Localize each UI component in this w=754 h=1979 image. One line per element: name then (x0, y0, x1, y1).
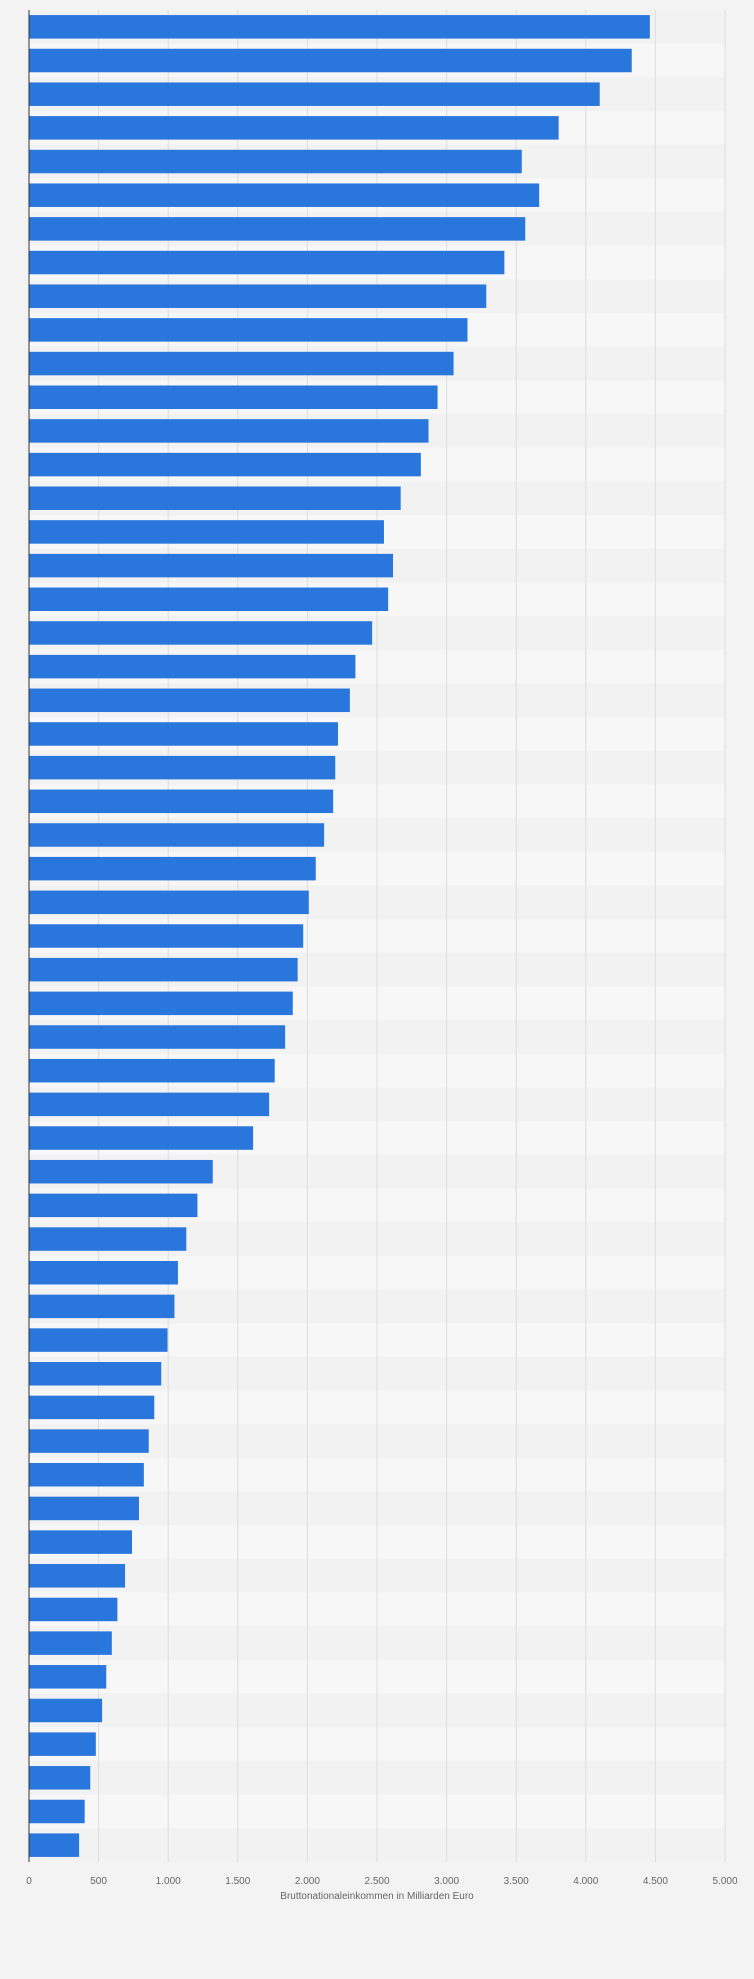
bar-46[interactable] (29, 1530, 133, 1554)
x-tick-label: 5.000 (712, 1876, 737, 1887)
bar-9[interactable] (29, 284, 487, 308)
bar-34[interactable] (29, 1126, 254, 1150)
bar-17[interactable] (29, 553, 394, 578)
bar-21[interactable] (29, 688, 350, 713)
bar-4[interactable] (29, 116, 559, 140)
x-tick-label: 1.500 (225, 1876, 250, 1887)
x-axis-title: Bruttonationaleinkommen in Milliarden Eu… (280, 1891, 474, 1902)
bar-15[interactable] (29, 486, 401, 511)
bar-54[interactable] (29, 1799, 85, 1824)
bar-12[interactable] (29, 385, 438, 409)
bar-30[interactable] (29, 991, 293, 1016)
x-tick-label: 3.000 (434, 1876, 459, 1887)
bar-51[interactable] (29, 1698, 103, 1723)
bar-7[interactable] (29, 217, 526, 241)
bar-5[interactable] (29, 149, 522, 174)
bar-33[interactable] (29, 1092, 270, 1117)
bar-23[interactable] (29, 755, 336, 780)
bar-37[interactable] (29, 1227, 187, 1251)
bar-16[interactable] (29, 520, 384, 544)
bar-series (29, 15, 650, 1857)
bar-22[interactable] (29, 722, 339, 746)
bar-29[interactable] (29, 957, 298, 982)
bar-27[interactable] (29, 890, 309, 915)
bar-25[interactable] (29, 823, 325, 847)
bar-2[interactable] (29, 48, 632, 73)
x-tick-label: 4.500 (643, 1876, 668, 1887)
x-tick-label: 2.500 (364, 1876, 389, 1887)
bar-31[interactable] (29, 1025, 286, 1049)
x-tick-label: 1.000 (156, 1876, 181, 1887)
bar-26[interactable] (29, 856, 316, 881)
bar-53[interactable] (29, 1766, 91, 1790)
x-tick-label: 0 (26, 1876, 32, 1887)
x-tick-label: 3.500 (504, 1876, 529, 1887)
bar-48[interactable] (29, 1597, 118, 1622)
bar-41[interactable] (29, 1361, 162, 1386)
bar-50[interactable] (29, 1665, 107, 1689)
bar-43[interactable] (29, 1429, 149, 1453)
bar-18[interactable] (29, 587, 389, 612)
bar-49[interactable] (29, 1631, 112, 1655)
bar-52[interactable] (29, 1732, 96, 1756)
bar-11[interactable] (29, 351, 454, 376)
bar-36[interactable] (29, 1193, 198, 1218)
x-tick-label: 2.000 (295, 1876, 320, 1887)
bar-19[interactable] (29, 621, 373, 645)
bar-10[interactable] (29, 318, 468, 342)
x-axis-tick-labels: 0 500 1.000 1.500 2.000 2.500 3.000 3.500 4.000 4… (26, 1876, 738, 1887)
bar-8[interactable] (29, 250, 505, 275)
bar-47[interactable] (29, 1564, 126, 1588)
bar-20[interactable] (29, 654, 356, 679)
bar-13[interactable] (29, 419, 429, 443)
x-tick-label: 4.000 (573, 1876, 598, 1887)
bar-3[interactable] (29, 82, 600, 106)
bar-40[interactable] (29, 1328, 168, 1352)
bar-55[interactable] (29, 1833, 80, 1857)
x-tick-label: 500 (90, 1876, 107, 1887)
bar-6[interactable] (29, 183, 540, 207)
bar-14[interactable] (29, 452, 421, 477)
bar-42[interactable] (29, 1395, 155, 1420)
bar-38[interactable] (29, 1260, 178, 1285)
bar-1[interactable] (29, 15, 650, 39)
bar-35[interactable] (29, 1159, 213, 1184)
bar-45[interactable] (29, 1496, 139, 1521)
bar-44[interactable] (29, 1463, 144, 1487)
bar-39[interactable] (29, 1294, 175, 1319)
bar-32[interactable] (29, 1058, 275, 1083)
bar-28[interactable] (29, 924, 304, 948)
bar-24[interactable] (29, 789, 334, 814)
